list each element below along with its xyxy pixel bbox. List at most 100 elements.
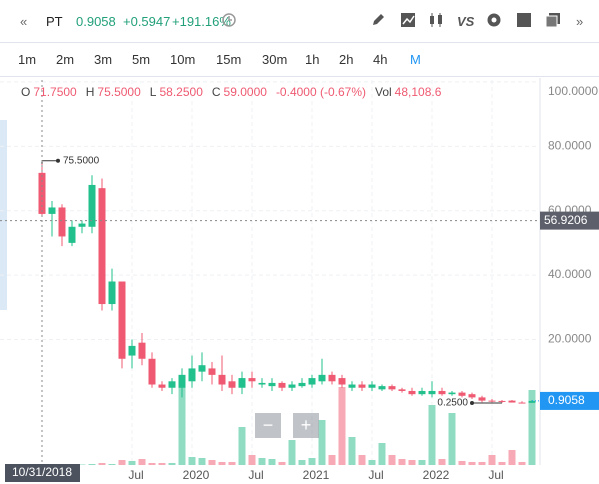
interval-button[interactable]: 4h — [373, 52, 388, 67]
candle-body — [278, 382, 286, 388]
candle-body — [508, 400, 516, 403]
y-tick-label: 20.0000 — [548, 332, 592, 346]
volume-bar — [428, 405, 436, 465]
candle-body — [68, 226, 76, 243]
volume-bar — [268, 459, 276, 465]
y-tick-label: 80.0000 — [548, 138, 592, 152]
draw-icon[interactable] — [370, 12, 386, 28]
interval-button[interactable]: 30m — [262, 52, 288, 67]
volume-bar — [88, 464, 96, 465]
legend-label: O — [21, 85, 31, 99]
legend-item: Vol 48,108.6 — [375, 85, 441, 99]
legend-value: 59.0000 — [223, 85, 267, 99]
candle-body — [148, 358, 156, 385]
volume-bar — [458, 461, 466, 465]
volume-bar — [418, 460, 426, 465]
candle-body — [448, 392, 456, 395]
candle-body — [98, 188, 106, 305]
candle-body — [328, 374, 336, 382]
left-panel-edge — [0, 120, 7, 310]
candle-body — [348, 384, 356, 388]
legend-item: O 71.7500 — [21, 85, 77, 99]
volume-bar — [238, 427, 246, 465]
crosshair-price-box — [540, 211, 599, 230]
interval-button[interactable]: 2m — [56, 52, 75, 67]
candle-body — [78, 223, 86, 227]
candle-body — [58, 207, 66, 237]
last-price-label: 0.9058 — [548, 393, 585, 407]
clock-icon[interactable] — [221, 12, 237, 28]
candle-body — [118, 281, 126, 359]
volume-bar — [408, 460, 416, 465]
volume-bar — [298, 460, 306, 465]
interval-button[interactable]: 2h — [339, 52, 354, 67]
indicator-icon[interactable] — [400, 12, 416, 28]
volume-bar — [348, 437, 356, 465]
volume-bar — [118, 460, 126, 465]
legend-label: H — [85, 85, 95, 99]
volume-bar — [488, 455, 496, 465]
volume-bar — [398, 459, 406, 465]
interval-button[interactable]: 5m — [132, 52, 151, 67]
forward-button[interactable]: » — [576, 14, 584, 29]
y-tick-label: 100.0000 — [548, 84, 598, 98]
interval-button[interactable]: 3m — [94, 52, 113, 67]
compare-button[interactable]: VS — [457, 14, 475, 29]
legend-item: H 75.5000 — [86, 85, 141, 99]
volume-bar — [178, 380, 186, 465]
candle-icon[interactable] — [428, 12, 444, 28]
volume-bar — [468, 462, 476, 465]
zoom-in[interactable]: + — [293, 413, 319, 438]
crosshair-date-box — [5, 464, 80, 482]
interval-button[interactable]: 1m — [18, 52, 37, 67]
legend-label: L — [149, 85, 157, 99]
price: 0.9058 — [76, 14, 116, 29]
max-marker-label: 75.5000 — [63, 155, 100, 166]
volume-bar — [368, 460, 376, 465]
interval-button[interactable]: 15m — [216, 52, 242, 67]
legend-value: 71.7500 — [33, 85, 77, 99]
volume-bar — [288, 440, 296, 465]
volume-bar — [338, 387, 346, 465]
candle-body — [378, 386, 386, 390]
back-button[interactable]: « — [20, 14, 28, 29]
candle-body — [318, 374, 326, 382]
candle-body — [478, 397, 486, 401]
layout-icon[interactable] — [545, 12, 561, 28]
legend-value: 58.2500 — [159, 85, 203, 99]
candle-body — [228, 381, 236, 388]
candle-body — [308, 378, 316, 385]
candle-body — [398, 389, 406, 391]
zoom-out[interactable]: − — [255, 413, 281, 438]
legend-item: -0.4000 (-0.67%) — [276, 85, 366, 99]
fullscreen-icon[interactable] — [516, 12, 532, 28]
volume-bar — [308, 458, 316, 465]
volume-bar — [158, 463, 166, 465]
candle-body — [338, 378, 346, 385]
min-marker-label: 0.2500 — [437, 398, 468, 409]
last-price-box — [540, 391, 599, 410]
x-tick-label: Jul — [488, 468, 503, 482]
x-tick-label: 2021 — [303, 468, 330, 482]
x-tick-label: Jul — [248, 468, 263, 482]
candle-body — [218, 374, 226, 385]
volume-bar — [358, 455, 366, 465]
volume-bar — [518, 462, 526, 465]
x-tick-label: Jul — [128, 468, 143, 482]
candle-body — [358, 384, 366, 388]
candle-body — [488, 400, 496, 402]
volume-bar — [498, 462, 506, 465]
y-tick-label: 40.0000 — [548, 267, 592, 281]
settings-icon[interactable] — [486, 12, 502, 28]
interval-button[interactable]: M — [410, 52, 421, 67]
crosshair-date-label: 10/31/2018 — [12, 465, 72, 479]
legend-value: 48,108.6 — [394, 85, 442, 99]
symbol[interactable]: PT — [46, 14, 63, 29]
candle-body — [288, 384, 296, 388]
interval-button[interactable]: 10m — [170, 52, 196, 67]
candle-body — [238, 378, 246, 388]
legend-label: C — [211, 85, 221, 99]
max-marker-dot — [56, 158, 60, 163]
interval-button[interactable]: 1h — [305, 52, 320, 67]
